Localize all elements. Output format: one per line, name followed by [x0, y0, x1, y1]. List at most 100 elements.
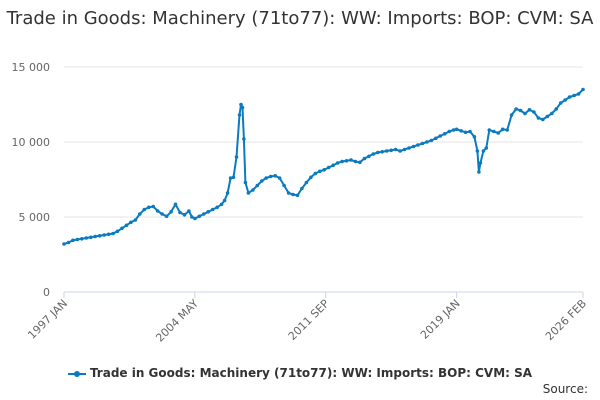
data-point[interactable]: [442, 132, 447, 136]
data-point[interactable]: [133, 218, 138, 222]
data-point[interactable]: [202, 212, 206, 216]
data-point[interactable]: [367, 154, 371, 159]
data-point[interactable]: [228, 176, 233, 180]
data-point[interactable]: [541, 117, 545, 122]
data-point[interactable]: [273, 174, 278, 178]
data-point[interactable]: [505, 128, 510, 132]
data-point[interactable]: [438, 134, 443, 138]
data-point[interactable]: [173, 202, 178, 207]
data-point[interactable]: [169, 210, 173, 214]
data-point[interactable]: [349, 158, 353, 162]
data-point[interactable]: [124, 223, 129, 228]
data-point[interactable]: [563, 98, 567, 102]
data-point[interactable]: [182, 213, 187, 217]
data-point[interactable]: [492, 129, 496, 134]
data-point[interactable]: [260, 179, 264, 183]
data-point[interactable]: [219, 202, 224, 207]
data-point[interactable]: [160, 212, 164, 216]
data-point[interactable]: [282, 183, 286, 188]
data-point[interactable]: [402, 147, 407, 152]
data-point[interactable]: [376, 150, 380, 155]
data-point[interactable]: [197, 214, 202, 219]
data-point[interactable]: [193, 216, 197, 221]
data-point[interactable]: [243, 180, 248, 185]
data-point[interactable]: [115, 229, 120, 234]
data-point[interactable]: [468, 129, 472, 134]
data-point[interactable]: [514, 107, 518, 111]
data-point[interactable]: [407, 146, 411, 150]
data-point[interactable]: [120, 226, 124, 231]
data-point[interactable]: [138, 212, 142, 216]
data-point[interactable]: [411, 144, 416, 149]
data-point[interactable]: [496, 131, 501, 135]
data-point[interactable]: [353, 159, 358, 164]
legend[interactable]: Trade in Goods: Machinery (71to77): WW: …: [0, 365, 600, 381]
data-point[interactable]: [237, 113, 242, 117]
data-point[interactable]: [472, 135, 477, 139]
data-point[interactable]: [93, 234, 97, 239]
data-point[interactable]: [234, 155, 239, 159]
data-point[interactable]: [326, 165, 331, 170]
data-point[interactable]: [242, 137, 246, 141]
data-point[interactable]: [62, 242, 66, 246]
data-point[interactable]: [554, 107, 558, 111]
data-point[interactable]: [66, 240, 71, 245]
data-point[interactable]: [309, 175, 313, 180]
data-point[interactable]: [178, 210, 182, 215]
data-point[interactable]: [380, 150, 385, 154]
data-point[interactable]: [225, 191, 230, 195]
data-point[interactable]: [291, 192, 295, 197]
data-point[interactable]: [335, 161, 340, 165]
data-point[interactable]: [147, 205, 151, 210]
data-point[interactable]: [454, 127, 459, 132]
data-point[interactable]: [190, 215, 194, 219]
data-point[interactable]: [80, 237, 84, 241]
data-point[interactable]: [111, 231, 115, 236]
data-point[interactable]: [106, 232, 111, 237]
data-point[interactable]: [384, 149, 389, 153]
data-point[interactable]: [155, 209, 160, 213]
data-point[interactable]: [536, 116, 541, 120]
data-point[interactable]: [304, 180, 309, 185]
data-point[interactable]: [416, 143, 420, 147]
data-point[interactable]: [478, 161, 483, 165]
data-point[interactable]: [222, 198, 227, 203]
data-point[interactable]: [210, 207, 215, 212]
data-point[interactable]: [545, 114, 550, 119]
data-point[interactable]: [187, 209, 191, 213]
data-point[interactable]: [89, 235, 93, 240]
data-point[interactable]: [451, 128, 456, 132]
data-point[interactable]: [567, 95, 572, 99]
data-point[interactable]: [251, 188, 255, 192]
data-point[interactable]: [581, 87, 585, 92]
data-point[interactable]: [239, 102, 243, 107]
data-point[interactable]: [129, 220, 133, 225]
data-point[interactable]: [313, 171, 318, 176]
data-point[interactable]: [151, 204, 155, 209]
data-point[interactable]: [434, 136, 438, 141]
data-point[interactable]: [527, 108, 532, 112]
data-point[interactable]: [500, 127, 505, 132]
data-point[interactable]: [215, 205, 219, 210]
data-point[interactable]: [398, 149, 402, 153]
data-point[interactable]: [523, 111, 527, 116]
data-point[interactable]: [447, 129, 452, 134]
data-point[interactable]: [268, 174, 273, 179]
data-point[interactable]: [286, 191, 291, 195]
data-point[interactable]: [164, 214, 169, 219]
data-point[interactable]: [71, 238, 75, 243]
data-point[interactable]: [487, 128, 492, 132]
data-point[interactable]: [572, 93, 576, 98]
data-point[interactable]: [429, 138, 434, 143]
data-point[interactable]: [300, 186, 304, 191]
data-point[interactable]: [97, 234, 102, 238]
data-point[interactable]: [358, 160, 362, 165]
data-point[interactable]: [532, 110, 536, 114]
data-point[interactable]: [550, 111, 554, 116]
data-point[interactable]: [318, 169, 322, 174]
data-point[interactable]: [477, 170, 481, 174]
data-point[interactable]: [295, 193, 300, 198]
data-point[interactable]: [84, 236, 89, 240]
data-point[interactable]: [484, 146, 489, 150]
data-point[interactable]: [481, 149, 486, 153]
